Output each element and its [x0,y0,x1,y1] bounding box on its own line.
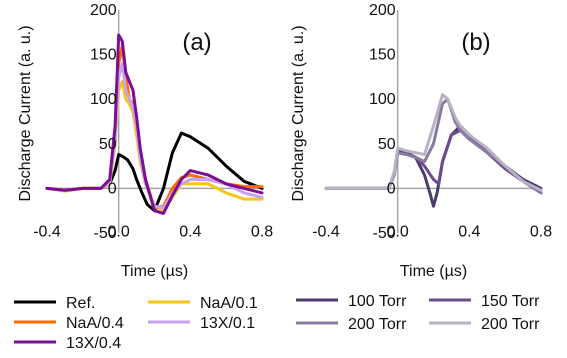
legend: 100 Torr 150 Torr 200 Torr 200 Torr [296,293,540,333]
y-axis-title: Discharge Current (a. u.) [290,25,307,201]
y-tick-label: 100 [90,91,117,108]
panel-label: (a) [182,29,211,56]
legend-label: 150 Torr [481,293,540,310]
y-tick-label: 0 [387,180,396,197]
series-line-1 [45,131,264,213]
legend-item: NaA/0.4 [14,315,124,332]
y-tick-label: 150 [90,47,117,64]
legend-label: Ref. [66,295,95,312]
y-tick-label: 50 [378,136,396,153]
legend-label: 200 Torr [348,316,407,333]
legend-item: 100 Torr [296,293,407,310]
y-tick-label: 0 [108,180,117,197]
x-axis-title: Time (µs) [121,263,188,280]
legend-item: 200 Torr [296,316,407,333]
legend-item: 200 Torr [429,316,540,333]
legend-label: 13X/0.4 [66,335,121,352]
y-tick-label: 100 [369,91,396,108]
y-tick-label: -50 [94,225,117,242]
legend-item: 13X/0.4 [14,335,121,352]
legend-item: 13X/0.1 [148,315,255,332]
y-tick-label: -50 [373,225,396,242]
legend-label: 13X/0.1 [200,315,255,332]
series-line-5 [45,33,264,215]
x-tick-label: 0.8 [530,223,552,240]
x-axis-title: Time (µs) [400,263,467,280]
y-tick-label: 200 [369,2,396,19]
panel-label: (b) [461,29,490,56]
legend-label: NaA/0.4 [66,315,124,332]
legend-label: NaA/0.1 [200,295,258,312]
legend-label: 200 Torr [481,316,540,333]
x-tick-label: 0.0 [108,223,130,240]
y-tick-label: 50 [99,136,117,153]
chart-panel-2: -50 0 50 100 150 200 -0.4 0.0 0.4 0.8 (b) Time (µs)… [290,2,552,333]
y-axis-title: Discharge Current (a. u.) [17,25,34,201]
y-tick-label: 200 [90,2,117,19]
legend: Ref. NaA/0.1 NaA/0.4 13X/0.1 13X/0.4 [14,295,258,352]
series-line-2 [45,79,264,213]
x-tick-label: 0.0 [387,223,409,240]
x-tick-label: 0.4 [458,223,480,240]
x-tick-label: 0.4 [179,223,201,240]
series-line-4 [324,93,543,192]
x-tick-label: 0.8 [251,223,273,240]
legend-label: 100 Torr [348,293,407,310]
legend-item: Ref. [14,295,95,312]
y-tick-label: 150 [369,47,396,64]
legend-item: 150 Torr [429,293,540,310]
x-tick-label: -0.4 [33,223,61,240]
x-tick-label: -0.4 [312,223,340,240]
legend-item: NaA/0.1 [148,295,258,312]
chart-panel-1: -50 0 50 100 150 200 -0.4 0.0 0.4 0.8 (a) Time (µs)… [14,2,273,352]
